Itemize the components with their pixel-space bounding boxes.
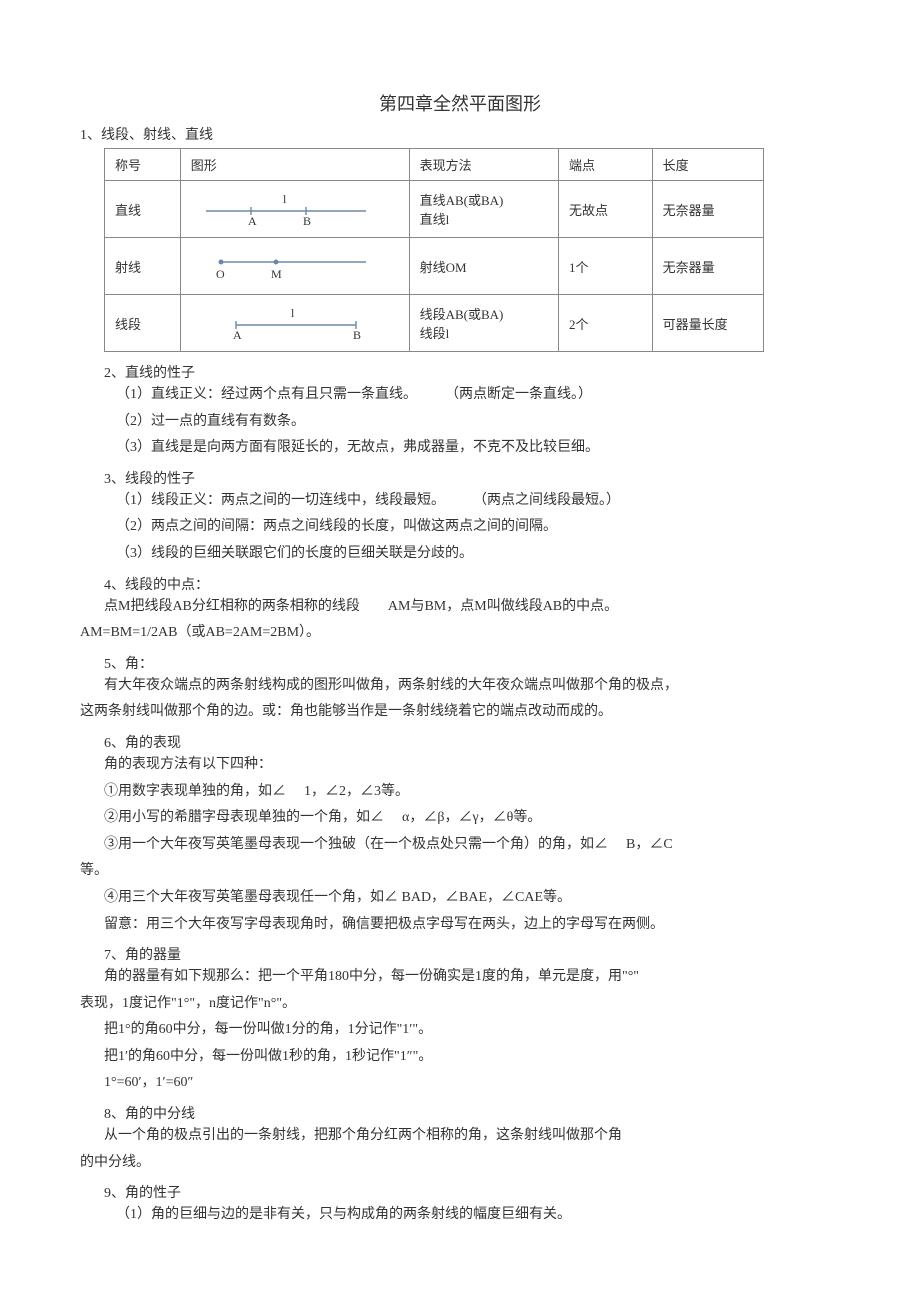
s8-line-1: 从一个角的极点引出的一条射线，把那个角分红两个相称的角，这条射线叫做那个角 [104, 1123, 840, 1150]
th-length: 长度 [652, 149, 763, 181]
s6-1a: ①用数字表现单独的角，如∠ [104, 784, 286, 799]
s7-line-1: 角的器量有如下规那么：把一个平角180中分，每一份确实是1度的角，单元是度，用"… [104, 964, 840, 991]
cell-length: 可器量长度 [652, 295, 763, 352]
s6-item-3c: 等。 [80, 858, 840, 885]
label-b: B [303, 214, 311, 228]
label-l: l [291, 306, 295, 320]
section-3-heading: 3、线段的性子 [104, 468, 840, 488]
cell-name: 直线 [105, 181, 181, 238]
section-5-heading: 5、角： [104, 653, 840, 673]
s2-item-1: （1）直线正义：经过两个点有且只需一条直线。 （两点断定一条直线。） [116, 382, 840, 409]
rep-line-1: 射线OM [420, 257, 548, 276]
th-representation: 表现方法 [409, 149, 558, 181]
th-name: 称号 [105, 149, 181, 181]
geometry-table: 称号 图形 表现方法 端点 长度 直线 l A B 直线AB(或BA) 直线l [104, 148, 764, 352]
label-a: A [233, 328, 242, 342]
rep-line-1: 线段AB(或BA) [420, 304, 548, 323]
s2-1a: （1）直线正义：经过两个点有且只需一条直线。 [116, 387, 417, 402]
s6-2a: ②用小写的希腊字母表现单独的一个角，如∠ [104, 810, 384, 825]
label-m: M [271, 267, 282, 281]
label-l: l [283, 192, 287, 206]
cell-endpoint: 无故点 [559, 181, 653, 238]
s5-line-2: 这两条射线叫做那个角的边。或：角也能够当作是一条射线绕着它的端点改动而成的。 [80, 699, 840, 726]
s4-1b: AM与BM，点M叫做线段AB的中点。 [388, 599, 618, 614]
s2-item-3: （3）直线是是向两方面有限延长的，无故点，弗成器量，不克不及比较巨细。 [116, 435, 840, 462]
cell-rep: 射线OM [409, 238, 558, 295]
cell-figure-segment: l A B [180, 295, 409, 352]
ray-diagram: O M [191, 248, 381, 284]
section-6-heading: 6、角的表现 [104, 732, 840, 752]
s7-line-1b: 表现，1度记作"1°"，n度记作"n°"。 [80, 991, 840, 1018]
line-diagram: l A B [191, 189, 381, 229]
s3-1b: （两点之间线段最短。） [473, 493, 620, 508]
s4-line-1: 点M把线段AB分红相称的两条相称的线段 AM与BM，点M叫做线段AB的中点。 [104, 594, 840, 621]
section-2-heading: 2、直线的性子 [104, 362, 840, 382]
section-7-heading: 7、角的器量 [104, 944, 840, 964]
cell-endpoint: 2个 [559, 295, 653, 352]
rep-line-2: 线段l [420, 323, 548, 342]
section-8-heading: 8、角的中分线 [104, 1103, 840, 1123]
cell-length: 无奈器量 [652, 181, 763, 238]
segment-diagram: l A B [191, 303, 381, 343]
cell-length: 无奈器量 [652, 238, 763, 295]
s7-line-4: 1°=60′，1′=60″ [104, 1070, 840, 1097]
s2-item-2: （2）过一点的直线有有数条。 [116, 409, 840, 436]
section-9-heading: 9、角的性子 [104, 1182, 840, 1202]
table-row: 直线 l A B 直线AB(或BA) 直线l 无故点 无奈器量 [105, 181, 764, 238]
label-o: O [216, 267, 225, 281]
s6-3b: B，∠C [626, 837, 673, 852]
document-page: 第四章全然平面图形 1、线段、射线、直线 称号 图形 表现方法 端点 长度 直线… [0, 0, 920, 1303]
s6-item-2: ②用小写的希腊字母表现单独的一个角，如∠ α，∠β，∠γ，∠θ等。 [104, 805, 840, 832]
s6-1b: 1，∠2，∠3等。 [304, 784, 409, 799]
s6-intro: 角的表现方法有以下四种： [104, 752, 840, 779]
s6-3a: ③用一个大年夜写英笔墨母表现一个独破（在一个极点处只需一个角）的角，如∠ [104, 837, 608, 852]
th-endpoint: 端点 [559, 149, 653, 181]
s2-1b: （两点断定一条直线。） [445, 387, 592, 402]
table-header-row: 称号 图形 表现方法 端点 长度 [105, 149, 764, 181]
s3-1a: （1）线段正义：两点之间的一切连线中，线段最短。 [116, 493, 445, 508]
cell-name: 线段 [105, 295, 181, 352]
s6-item-1: ①用数字表现单独的角，如∠ 1，∠2，∠3等。 [104, 779, 840, 806]
table-row: 射线 O M 射线OM 1个 无奈器量 [105, 238, 764, 295]
s3-item-2: （2）两点之间的间隔：两点之间线段的长度，叫做这两点之间的间隔。 [116, 514, 840, 541]
cell-endpoint: 1个 [559, 238, 653, 295]
chapter-title: 第四章全然平面图形 [80, 90, 840, 116]
section-4-heading: 4、线段的中点： [104, 574, 840, 594]
th-figure: 图形 [180, 149, 409, 181]
s3-item-1: （1）线段正义：两点之间的一切连线中，线段最短。 （两点之间线段最短。） [116, 488, 840, 515]
cell-rep: 直线AB(或BA) 直线l [409, 181, 558, 238]
s9-item-1: （1）角的巨细与边的是非有关，只与构成角的两条射线的幅度巨细有关。 [116, 1202, 840, 1229]
s3-item-3: （3）线段的巨细关联跟它们的长度的巨细关联是分歧的。 [116, 541, 840, 568]
label-b: B [353, 328, 361, 342]
rep-line-2: 直线l [420, 209, 548, 228]
table-row: 线段 l A B 线段AB(或BA) 线段l 2个 可器量长度 [105, 295, 764, 352]
label-a: A [248, 214, 257, 228]
cell-name: 射线 [105, 238, 181, 295]
s6-2b: α，∠β，∠γ，∠θ等。 [402, 810, 541, 825]
cell-figure-line: l A B [180, 181, 409, 238]
s6-item-4: ④用三个大年夜写英笔墨母表现任一个角，如∠ BAD，∠BAE，∠CAE等。 [104, 885, 840, 912]
rep-line-1: 直线AB(或BA) [420, 190, 548, 209]
s5-line-1: 有大年夜众端点的两条射线构成的图形叫做角，两条射线的大年夜众端点叫做那个角的极点… [104, 673, 840, 700]
s4-1a: 点M把线段AB分红相称的两条相称的线段 [104, 599, 360, 614]
cell-rep: 线段AB(或BA) 线段l [409, 295, 558, 352]
s8-line-2: 的中分线。 [80, 1150, 840, 1177]
section-1-heading: 1、线段、射线、直线 [80, 124, 840, 144]
cell-figure-ray: O M [180, 238, 409, 295]
s4-line-2: AM=BM=1/2AB（或AB=2AM=2BM）。 [80, 620, 840, 647]
s7-line-2: 把1°的角60中分，每一份叫做1分的角，1分记作"1′"。 [104, 1017, 840, 1044]
s6-item-3: ③用一个大年夜写英笔墨母表现一个独破（在一个极点处只需一个角）的角，如∠ B，∠C [104, 832, 840, 859]
s7-line-3: 把1′的角60中分，每一份叫做1秒的角，1秒记作"1″"。 [104, 1044, 840, 1071]
s6-note: 留意：用三个大年夜写字母表现角时，确信要把极点字母写在两头，边上的字母写在两侧。 [104, 912, 840, 939]
